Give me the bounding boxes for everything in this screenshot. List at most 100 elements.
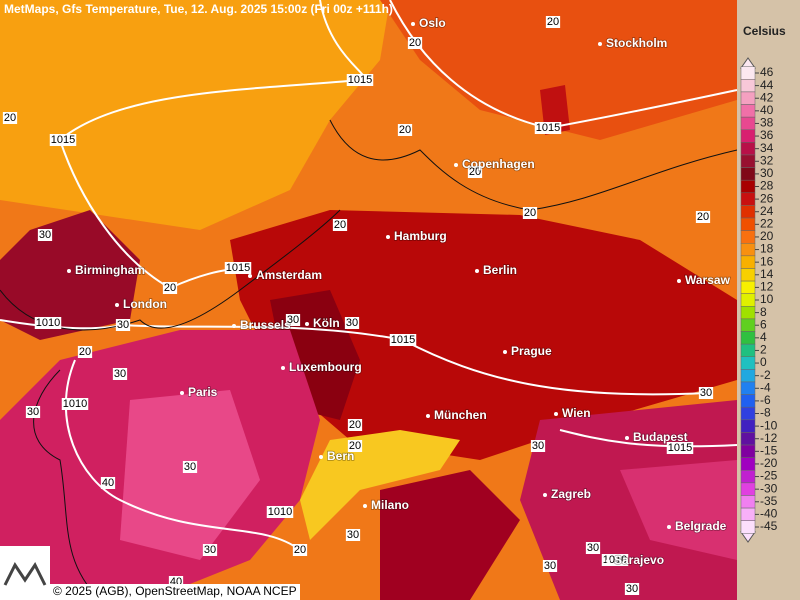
- contour-label: 1015: [51, 134, 75, 146]
- contour-label: 30: [39, 229, 51, 241]
- legend-tick-label: 46: [760, 65, 774, 79]
- contour-label: 30: [346, 317, 358, 329]
- legend-tick-label: 16: [760, 254, 774, 268]
- legend-swatch: [740, 268, 756, 282]
- legend-swatch: [740, 343, 756, 357]
- legend-tick-label: -2: [760, 368, 771, 382]
- legend-tick-label: -20: [760, 456, 778, 470]
- contour-label: 1015: [226, 262, 250, 274]
- region: [0, 210, 140, 340]
- contour-label: 20: [79, 346, 91, 358]
- legend-swatch: [740, 217, 756, 231]
- city-label: Paris: [188, 385, 218, 399]
- city-dot: [503, 350, 507, 354]
- legend-swatch: [740, 520, 756, 534]
- city-dot: [426, 414, 430, 418]
- city-dot: [180, 391, 184, 395]
- legend-swatch: [740, 457, 756, 471]
- contour-label-box: [534, 122, 562, 134]
- contour-label-box: [224, 262, 252, 274]
- legend-tick-label: 34: [760, 141, 774, 155]
- legend-tick-label: -6: [760, 393, 771, 407]
- city-label: Budapest: [633, 430, 688, 444]
- region: [620, 460, 737, 560]
- city-dot: [363, 504, 367, 508]
- region: [380, 0, 737, 140]
- region: [230, 210, 737, 460]
- contour-label-box: [698, 387, 714, 399]
- legend-tick-label: -40: [760, 507, 778, 521]
- region: [120, 390, 260, 560]
- legend-swatch: [740, 306, 756, 320]
- contour-label: 30: [27, 406, 39, 418]
- contour-label-box: [530, 440, 546, 452]
- city-dot: [411, 22, 415, 26]
- city-label: Hamburg: [394, 229, 447, 243]
- contour-label-box: [202, 544, 218, 556]
- city-dot: [319, 455, 323, 459]
- legend-swatch: [740, 280, 756, 294]
- credit-box: [50, 584, 300, 600]
- legend-tick-label: 38: [760, 116, 774, 130]
- logo-mark: [3, 562, 47, 586]
- city-dot: [281, 366, 285, 370]
- legend: 4644424038363432302826242220181614121086…: [740, 65, 778, 534]
- contour-label: 20: [164, 282, 176, 294]
- city-dot: [67, 269, 71, 273]
- contour-label-box: [624, 583, 640, 595]
- contour-label: 20: [409, 37, 421, 49]
- legend-swatch: [740, 495, 756, 509]
- contour-label-box: [666, 442, 694, 454]
- legend-swatch: [740, 154, 756, 168]
- contour-label: 1015: [348, 74, 372, 86]
- contour-label-box: [100, 477, 116, 489]
- legend-tick-label: 44: [760, 78, 774, 92]
- contour-label: 20: [349, 419, 361, 431]
- city-label: Copenhagen: [462, 157, 535, 171]
- contour-label-box: [285, 314, 301, 326]
- contour-label: 20: [349, 440, 361, 452]
- contour-label: 20: [547, 16, 559, 28]
- legend-tick-label: 28: [760, 179, 774, 193]
- city-label: London: [123, 297, 167, 311]
- contour-label: 20: [334, 219, 346, 231]
- contour-label-box: [397, 124, 413, 136]
- contour-label-box: [345, 529, 361, 541]
- legend-swatch: [740, 230, 756, 244]
- contour-label: 30: [544, 560, 556, 572]
- legend-swatch: [740, 192, 756, 206]
- city-label: Milano: [371, 498, 409, 512]
- legend-swatch: [740, 104, 756, 118]
- legend-tick-label: -4: [760, 380, 771, 394]
- legend-tick-label: 18: [760, 242, 774, 256]
- region: [0, 0, 390, 230]
- legend-tick-label: -45: [760, 519, 778, 533]
- contour-label: 1015: [668, 442, 692, 454]
- contour-label: 20: [4, 112, 16, 124]
- city-dot: [606, 559, 610, 563]
- contour-label-box: [115, 319, 131, 331]
- contour-label-box: [347, 419, 363, 431]
- contour-label: 30: [184, 461, 196, 473]
- legend-title: Celsius: [743, 24, 786, 38]
- legend-swatch: [740, 394, 756, 408]
- region: [380, 470, 520, 600]
- city-label: Oslo: [419, 16, 446, 30]
- contour-label: 30: [587, 542, 599, 554]
- legend-tick-label: -15: [760, 444, 778, 458]
- contour-label: 1015: [536, 122, 560, 134]
- legend-tick-label: 36: [760, 128, 774, 142]
- legend-tick-label: -35: [760, 494, 778, 508]
- contour-label: 1010: [268, 506, 292, 518]
- contour-label-box: [2, 112, 18, 124]
- city-label: München: [434, 408, 487, 422]
- legend-swatch: [740, 406, 756, 421]
- contour-label: 20: [524, 207, 536, 219]
- map-title: MetMaps, Gfs Temperature, Tue, 12. Aug. …: [4, 2, 393, 16]
- legend-swatch: [740, 79, 756, 93]
- legend-swatch: [740, 432, 756, 446]
- contour-label-box: [344, 317, 360, 329]
- legend-swatch: [740, 205, 756, 219]
- city-dot: [232, 324, 236, 328]
